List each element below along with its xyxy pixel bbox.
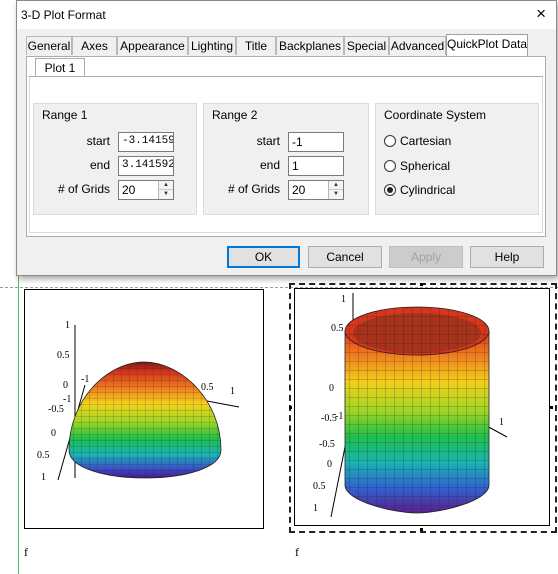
tab-advanced[interactable]: Advanced: [389, 36, 446, 55]
plot-2-label: f: [295, 545, 299, 559]
help-button[interactable]: Help: [470, 246, 544, 268]
range-1-grids-label: # of Grids: [57, 182, 110, 196]
plot-region-1[interactable]: 1 0.5 0 -0.5 -1 0 0.5 1 -1 0.5 1: [24, 289, 264, 529]
plot1-tick-z2: 0.5: [57, 350, 70, 361]
plot2-tick-x4: 0.5: [313, 481, 326, 492]
range-2-grids-value: 20: [292, 183, 306, 197]
spin-up-icon[interactable]: ▲: [163, 182, 169, 188]
range-2-grids-label: # of Grids: [227, 182, 280, 196]
range-1-grids-input[interactable]: 20 ▲ ▼: [118, 180, 174, 200]
radio-cartesian-label: Cartesian: [400, 134, 452, 148]
tab-quickplot-data[interactable]: QuickPlot Data: [446, 34, 528, 56]
range-2-group: Range 2 start -1 end 1 # of Grids 20 ▲ ▼: [203, 103, 369, 215]
coordinate-system-title: Coordinate System: [384, 108, 487, 122]
range-2-title: Range 2: [212, 108, 258, 122]
quickplot-data-panel: Plot 1 Range 1 start -3.141592 end 3.141…: [26, 56, 546, 237]
close-icon[interactable]: ×: [536, 4, 546, 23]
range-1-start-input[interactable]: -3.141592: [118, 132, 174, 152]
plot1-tick-z1: 1: [65, 320, 70, 331]
range-2-start-input[interactable]: -1: [288, 132, 344, 152]
radio-circle-icon[interactable]: [384, 135, 396, 147]
plot2-tick-z1: 1: [341, 294, 346, 305]
resize-handle[interactable]: [420, 528, 423, 531]
spin-up-icon[interactable]: ▲: [333, 182, 339, 188]
radio-spherical[interactable]: Spherical: [384, 159, 494, 175]
range-2-end-input[interactable]: 1: [288, 156, 344, 176]
range-1-end-input[interactable]: 3.141592€: [118, 156, 174, 176]
range-1-group: Range 1 start -3.141592 end 3.141592€ # …: [33, 103, 197, 215]
range-1-end-label: end: [89, 158, 110, 172]
plot1-tick-x3: 0.5: [37, 450, 50, 461]
apply-button[interactable]: Apply: [389, 246, 463, 268]
plot2-tick-right: 1: [499, 417, 504, 428]
plot-format-dialog: 3-D Plot Format × General Axes Appearanc…: [16, 0, 557, 276]
range-2-grids-input[interactable]: 20 ▲ ▼: [288, 180, 344, 200]
plot2-tick-x3: -0.5: [319, 439, 335, 450]
resize-handle[interactable]: [420, 283, 423, 286]
dialog-titlebar[interactable]: 3-D Plot Format ×: [17, 1, 556, 29]
resize-handle[interactable]: [289, 406, 292, 409]
plot1-tick-z4: -0.5: [48, 404, 64, 415]
tab-general[interactable]: General: [26, 36, 72, 55]
subtab-plot-1[interactable]: Plot 1: [35, 58, 85, 77]
plot2-tick-x0: -1: [335, 411, 343, 422]
radio-cylindrical-label: Cylindrical: [400, 183, 456, 197]
plot2-tick-x2: 0: [327, 459, 332, 470]
plot1-tick-mid: 0.5: [201, 382, 214, 393]
tab-title[interactable]: Title: [236, 36, 276, 55]
page-break-line: [0, 287, 558, 288]
plot2-tick-x5: 1: [313, 503, 318, 514]
plot-region-2[interactable]: 1 0.5 0 -0.5 -1 -0.5 0 0.5 1 1: [294, 288, 550, 526]
tab-special[interactable]: Special: [344, 36, 389, 55]
plot2-tick-z2: 0.5: [331, 323, 344, 334]
range-1-grids-spinner[interactable]: ▲ ▼: [158, 181, 173, 199]
plot2-tick-x1: -0.5: [321, 413, 337, 424]
plot1-tick-right: 1: [230, 386, 235, 397]
range-2-start-label: start: [256, 134, 280, 148]
range-1-start-label: start: [86, 134, 110, 148]
range-2-grids-spinner[interactable]: ▲ ▼: [328, 181, 343, 199]
radio-cylindrical[interactable]: Cylindrical: [384, 183, 494, 199]
coordinate-system-group: Coordinate System Cartesian Spherical Cy…: [375, 103, 539, 215]
plot1-tick-ytop: -1: [81, 374, 89, 385]
tab-appearance[interactable]: Appearance: [117, 36, 188, 55]
plot1-tick-z3: 0: [63, 380, 68, 391]
plot-1-canvas: 1 0.5 0 -0.5 -1 0 0.5 1 -1 0.5 1: [37, 320, 240, 483]
range-1-grids-value: 20: [122, 183, 136, 197]
plot1-tick-x4: 1: [41, 472, 46, 483]
resize-handle[interactable]: [550, 406, 553, 409]
cancel-button[interactable]: Cancel: [308, 246, 382, 268]
radio-spherical-label: Spherical: [400, 159, 451, 173]
ok-button[interactable]: OK: [227, 246, 300, 268]
tab-axes[interactable]: Axes: [72, 36, 117, 55]
plot1-tick-x2: 0: [51, 428, 56, 439]
plot2-tick-z3: 0: [329, 383, 334, 394]
tab-lighting[interactable]: Lighting: [188, 36, 236, 55]
radio-cartesian[interactable]: Cartesian: [384, 134, 494, 150]
plot-2-canvas: 1 0.5 0 -0.5 -1 -0.5 0 0.5 1 1: [313, 293, 508, 518]
tab-backplanes[interactable]: Backplanes: [276, 36, 344, 55]
radio-circle-icon[interactable]: [384, 160, 396, 172]
dialog-title: 3-D Plot Format: [21, 8, 106, 22]
range-1-title: Range 1: [42, 108, 88, 122]
plot1-tick-x0: -1: [63, 394, 71, 405]
plot-1-label: f: [24, 545, 28, 559]
spin-down-icon[interactable]: ▼: [159, 189, 173, 198]
radio-checked-icon[interactable]: [384, 184, 396, 196]
spin-down-icon[interactable]: ▼: [329, 189, 343, 198]
range-2-end-label: end: [259, 158, 280, 172]
